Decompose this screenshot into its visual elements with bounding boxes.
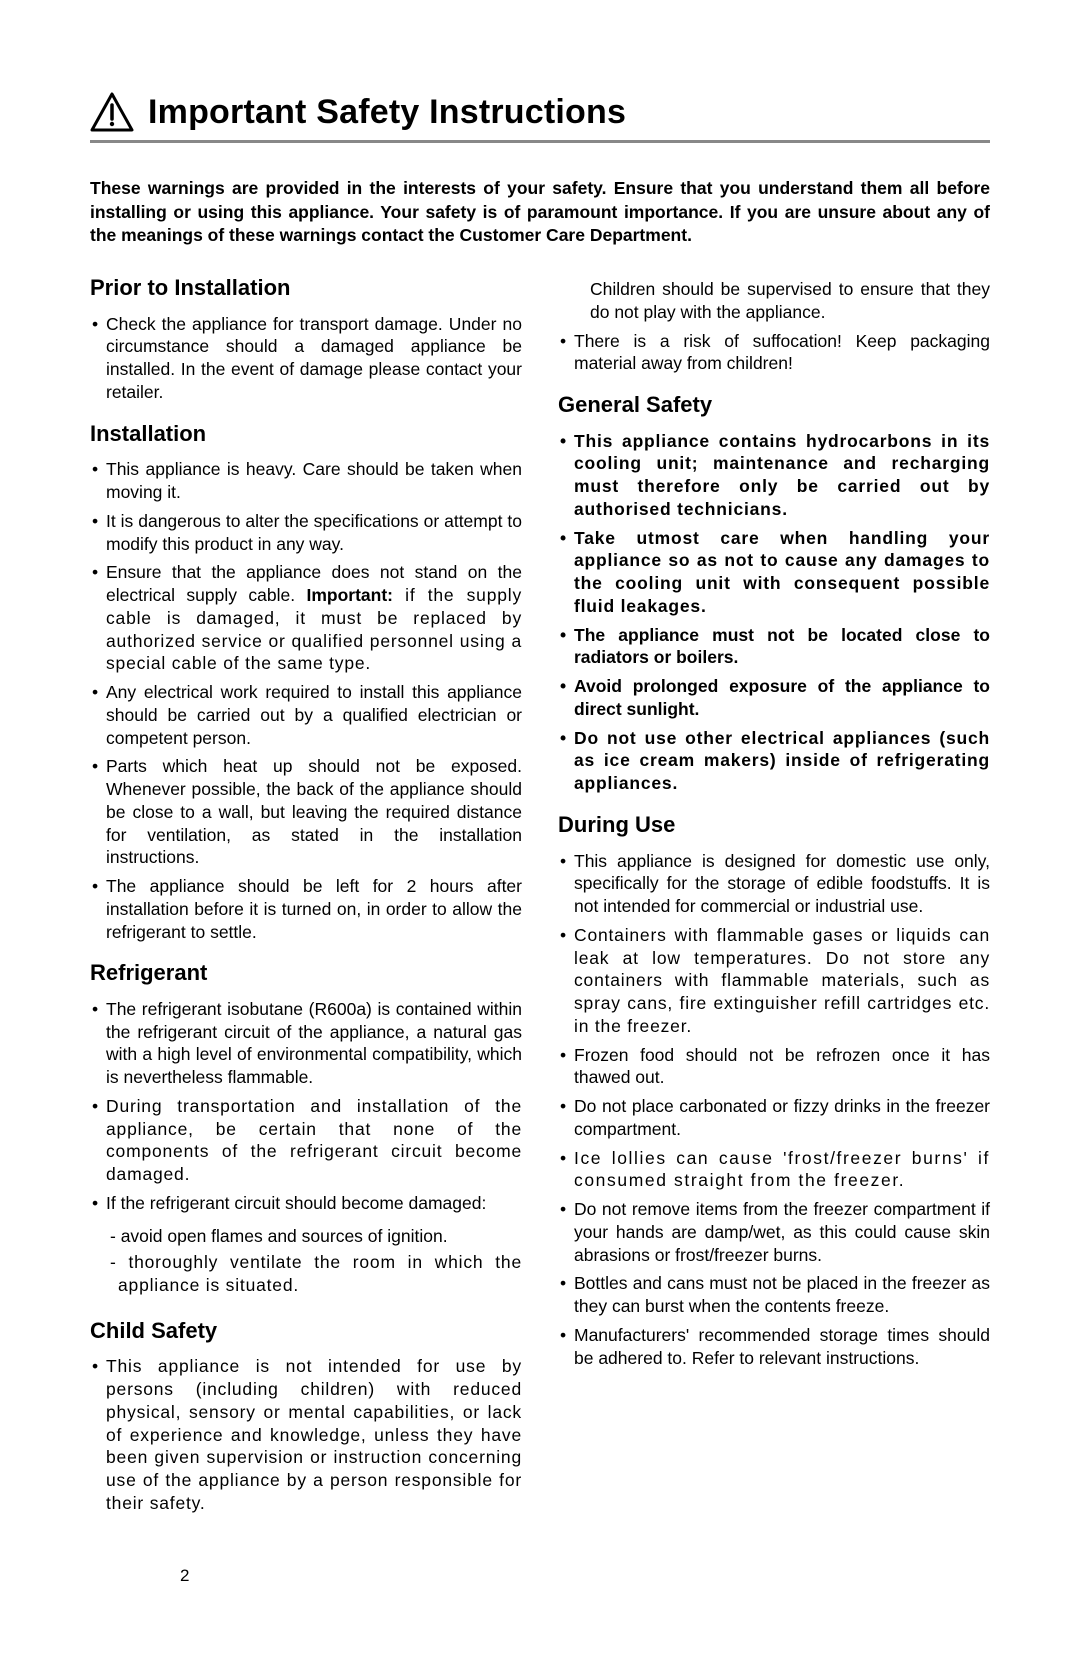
refrigerant-heading: Refrigerant <box>90 959 522 988</box>
list-item: During transportation and installation o… <box>90 1095 522 1186</box>
list-item: If the refrigerant circuit should become… <box>90 1192 522 1215</box>
general-heading: General Safety <box>558 391 990 420</box>
list-item: Do not use other electrical appliances (… <box>558 727 990 795</box>
child-list-cont: Children should be supervised to ensure … <box>558 278 990 375</box>
content-columns: Prior to Installation Check the applianc… <box>90 274 990 1525</box>
list-item-continuation: Children should be supervised to ensure … <box>558 278 990 324</box>
page-number: 2 <box>180 1565 189 1587</box>
during-list: This appliance is designed for domestic … <box>558 850 990 1370</box>
list-item: Any electrical work required to install … <box>90 681 522 749</box>
list-item: It is dangerous to alter the specificati… <box>90 510 522 556</box>
child-heading: Child Safety <box>90 1317 522 1346</box>
list-item: Manufacturers' recommended storage times… <box>558 1324 990 1370</box>
prior-heading: Prior to Installation <box>90 274 522 303</box>
left-column: Prior to Installation Check the applianc… <box>90 274 522 1525</box>
list-item: Containers with flammable gases or liqui… <box>558 924 990 1038</box>
prior-list: Check the appliance for transport damage… <box>90 313 522 404</box>
installation-heading: Installation <box>90 420 522 449</box>
general-list: This appliance contains hydrocarbons in … <box>558 430 990 795</box>
list-item: Check the appliance for transport damage… <box>90 313 522 404</box>
main-title-container: Important Safety Instructions <box>90 90 990 143</box>
installation-list: This appliance is heavy. Care should be … <box>90 458 522 943</box>
right-column: Children should be supervised to ensure … <box>558 274 990 1525</box>
list-item: Do not place carbonated or fizzy drinks … <box>558 1095 990 1141</box>
page-title: Important Safety Instructions <box>148 90 626 134</box>
child-list: This appliance is not intended for use b… <box>90 1355 522 1514</box>
list-item: The refrigerant isobutane (R600a) is con… <box>90 998 522 1089</box>
list-item: Ensure that the appliance does not stand… <box>90 561 522 675</box>
sub-item: - thoroughly ventilate the room in which… <box>90 1251 522 1297</box>
list-item: This appliance is heavy. Care should be … <box>90 458 522 504</box>
sub-item: - avoid open flames and sources of ignit… <box>90 1225 522 1248</box>
list-item: The appliance must not be located close … <box>558 624 990 670</box>
list-item: Take utmost care when handling your appl… <box>558 527 990 618</box>
list-item: Do not remove items from the freezer com… <box>558 1198 990 1266</box>
list-item: There is a risk of suffocation! Keep pac… <box>558 330 990 376</box>
warning-icon <box>90 92 134 132</box>
during-heading: During Use <box>558 811 990 840</box>
list-item: This appliance is not intended for use b… <box>90 1355 522 1514</box>
list-item: The appliance should be left for 2 hours… <box>90 875 522 943</box>
list-item: Avoid prolonged exposure of the applianc… <box>558 675 990 721</box>
list-item: Parts which heat up should not be expose… <box>90 755 522 869</box>
list-item: Bottles and cans must not be placed in t… <box>558 1272 990 1318</box>
list-item: This appliance is designed for domestic … <box>558 850 990 918</box>
list-item: This appliance contains hydrocarbons in … <box>558 430 990 521</box>
refrigerant-list: The refrigerant isobutane (R600a) is con… <box>90 998 522 1215</box>
list-item: Frozen food should not be refrozen once … <box>558 1044 990 1090</box>
list-item: Ice lollies can cause 'frost/freezer bur… <box>558 1147 990 1193</box>
intro-paragraph: These warnings are provided in the inter… <box>90 177 990 248</box>
